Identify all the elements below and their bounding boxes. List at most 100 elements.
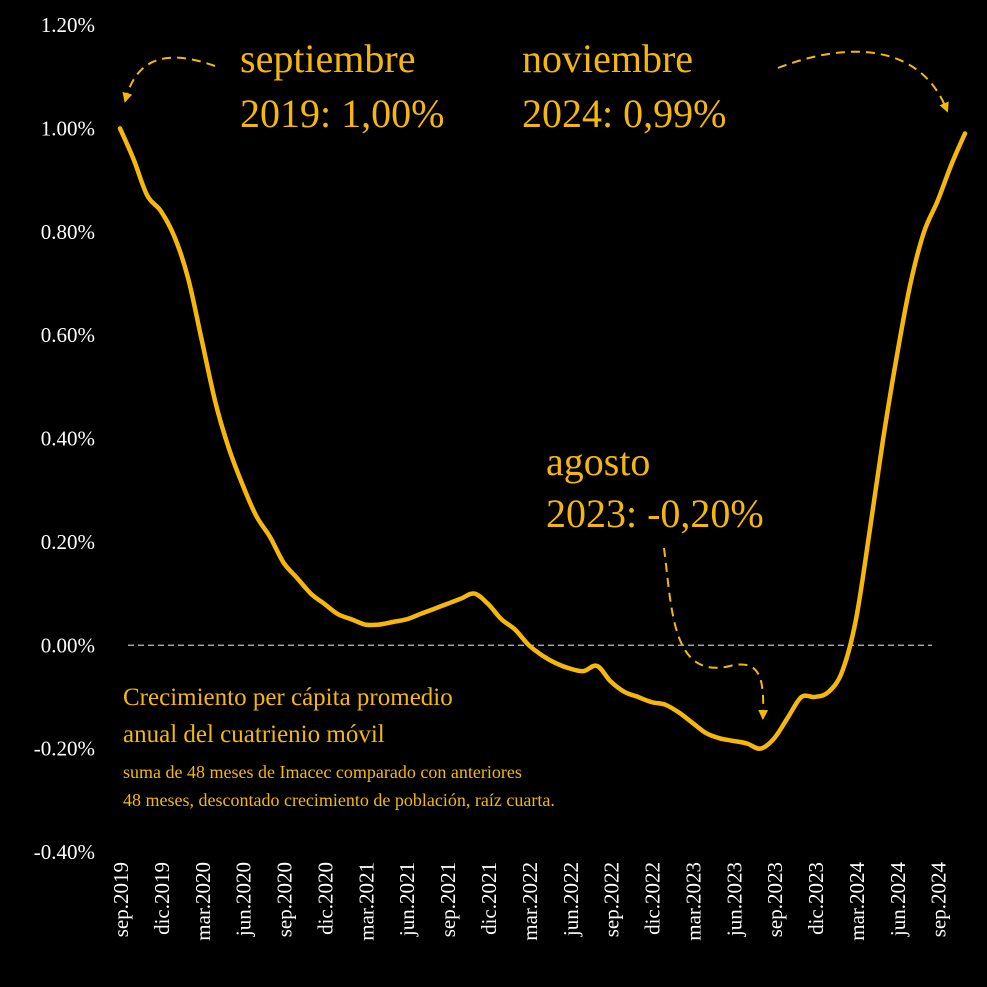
data-point	[432, 607, 436, 611]
y-tick-label: 0.20%	[41, 530, 95, 554]
data-point	[350, 617, 354, 621]
data-point	[909, 281, 913, 285]
x-tick-label: dic.2019	[150, 862, 174, 935]
x-tick-label: dic.2023	[804, 862, 828, 935]
data-point	[268, 535, 272, 539]
annotation-sep2019-line1: septiembre	[240, 36, 416, 81]
x-tick-label: sep.2021	[436, 862, 460, 937]
data-point	[690, 721, 694, 725]
data-point	[418, 612, 422, 616]
data-point	[459, 597, 463, 601]
data-point	[213, 400, 217, 404]
x-tick-label: mar.2023	[681, 862, 705, 941]
data-point	[173, 235, 177, 239]
data-point	[827, 690, 831, 694]
x-tick-label: jun.2023	[722, 862, 746, 937]
x-axis: sep.2019 dic.2019 mar.2020 jun.2020 sep.2020…	[109, 862, 951, 941]
y-tick-label: 0.80%	[41, 220, 95, 244]
y-tick-label: -0.40%	[34, 840, 95, 864]
data-point	[527, 643, 531, 647]
data-point	[159, 209, 163, 213]
y-tick-label: 0.00%	[41, 633, 95, 657]
data-point	[404, 617, 408, 621]
data-point	[881, 437, 885, 441]
data-point	[282, 561, 286, 565]
data-point	[704, 731, 708, 735]
data-point	[322, 602, 326, 606]
data-point	[595, 664, 599, 668]
data-point	[731, 739, 735, 743]
data-point	[963, 132, 967, 136]
data-point	[650, 700, 654, 704]
x-tick-label: sep.2022	[600, 862, 624, 937]
data-point	[772, 736, 776, 740]
data-point	[663, 703, 667, 707]
x-tick-label: jun.2020	[232, 862, 256, 937]
annotation-ago2023-line1: agosto	[546, 439, 650, 484]
annotation-ago2023-line2: 2023: -0,20%	[546, 491, 764, 536]
x-tick-label: dic.2021	[477, 862, 501, 935]
data-point	[554, 661, 558, 665]
data-point	[581, 669, 585, 673]
data-point	[500, 617, 504, 621]
annotation-nov2024-line1: noviembre	[522, 36, 693, 81]
data-point	[541, 654, 545, 658]
data-point	[868, 530, 872, 534]
annotation-nov2024-line2: 2024: 0,99%	[522, 91, 726, 136]
x-tick-label: sep.2020	[273, 862, 297, 937]
x-tick-label: sep.2023	[763, 862, 787, 937]
data-point	[840, 669, 844, 673]
data-point	[636, 695, 640, 699]
data-point	[472, 592, 476, 596]
note-detail-line1: suma de 48 meses de Imacec comparado con…	[123, 762, 522, 782]
data-point	[377, 623, 381, 627]
data-point	[609, 679, 613, 683]
data-point	[677, 710, 681, 714]
data-point	[922, 230, 926, 234]
data-point	[445, 602, 449, 606]
y-tick-label: 0.40%	[41, 427, 95, 451]
data-point	[363, 623, 367, 627]
data-point	[936, 199, 940, 203]
data-point	[854, 617, 858, 621]
arrow-nov2024	[777, 50, 949, 113]
arrow-sep2019	[122, 56, 216, 103]
data-point	[895, 354, 899, 358]
y-tick-label: 1.20%	[41, 13, 95, 37]
note-detail-line2: 48 meses, descontado crecimiento de pobl…	[123, 790, 555, 810]
x-tick-label: dic.2020	[313, 862, 337, 935]
note-title-line1: Crecimiento per cápita promedio	[123, 684, 453, 711]
x-tick-label: mar.2024	[845, 862, 869, 941]
data-point	[145, 194, 149, 198]
data-point	[132, 157, 136, 161]
y-tick-label: -0.20%	[34, 737, 95, 761]
y-tick-label: 0.60%	[41, 323, 95, 347]
data-point	[759, 747, 763, 751]
series-line	[117, 126, 968, 751]
x-tick-label: mar.2021	[354, 862, 378, 941]
x-tick-label: dic.2022	[641, 862, 665, 935]
x-tick-label: mar.2022	[518, 862, 542, 941]
x-tick-label: sep.2024	[927, 862, 951, 938]
data-point	[800, 695, 804, 699]
data-point	[718, 736, 722, 740]
data-point	[949, 163, 953, 167]
arrow-ago2023	[663, 547, 769, 720]
data-point	[568, 667, 572, 671]
data-point	[227, 447, 231, 451]
y-axis: 1.20% 1.00% 0.80% 0.60% 0.40% 0.20% 0.00% -0.20…	[34, 13, 95, 864]
data-point	[391, 620, 395, 624]
annotation-sep2019-line2: 2019: 1,00%	[240, 91, 444, 136]
data-point	[241, 483, 245, 487]
x-tick-label: mar.2020	[191, 862, 215, 941]
data-point	[295, 576, 299, 580]
data-point	[486, 602, 490, 606]
data-point	[813, 695, 817, 699]
note-title-line2: anual del cuatrienio móvil	[123, 721, 385, 748]
data-point	[200, 338, 204, 342]
data-point	[786, 716, 790, 720]
data-point	[186, 276, 190, 280]
data-point	[118, 126, 122, 130]
data-point	[309, 592, 313, 596]
